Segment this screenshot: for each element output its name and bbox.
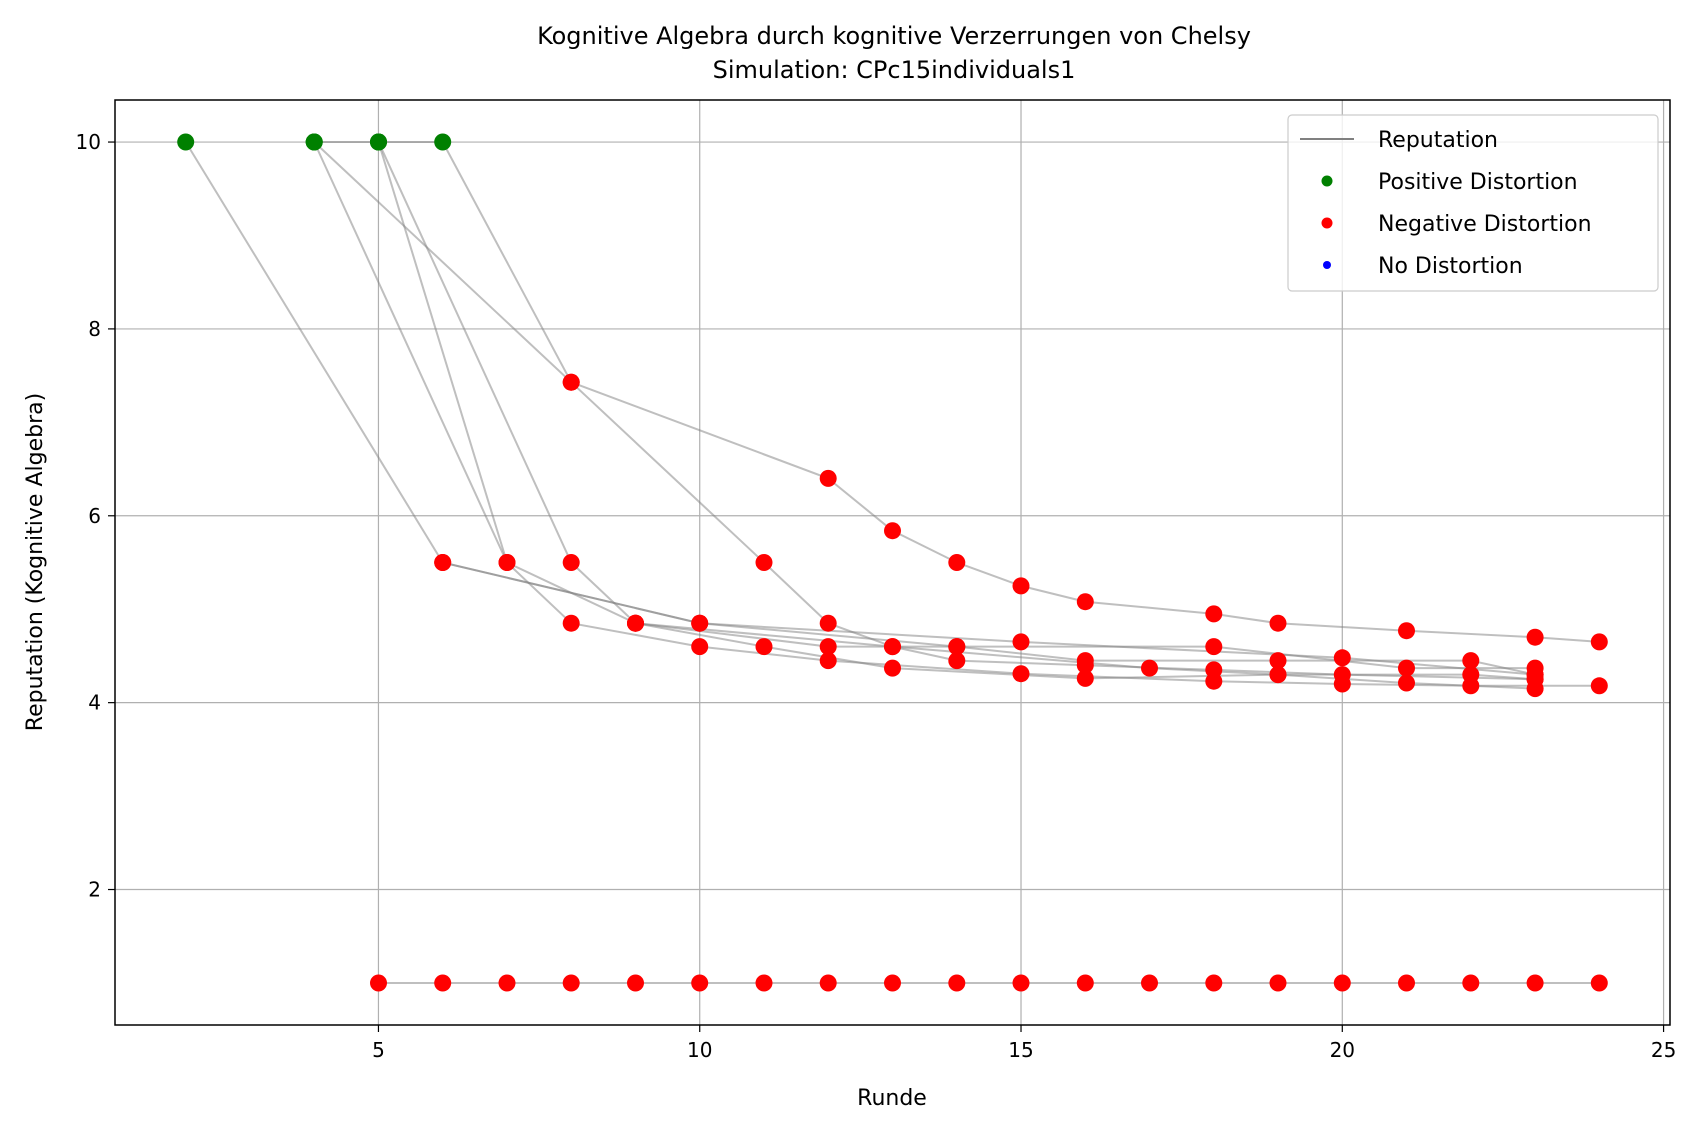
data-point — [1141, 974, 1158, 992]
data-point — [1205, 974, 1223, 992]
data-point — [1398, 622, 1415, 640]
data-point — [1526, 628, 1544, 646]
data-point — [1462, 974, 1480, 992]
x-axis-label: Runde — [857, 1086, 927, 1111]
chart-title: Kognitive Algebra durch kognitive Verzer… — [537, 22, 1251, 50]
data-point — [1012, 633, 1030, 651]
data-point — [948, 638, 966, 656]
y-tick-label: 10 — [76, 130, 101, 154]
data-point — [691, 614, 709, 632]
data-point — [1462, 652, 1480, 670]
data-point — [1141, 659, 1158, 677]
data-point — [1269, 974, 1287, 992]
series-line — [314, 141, 1600, 643]
data-point — [498, 974, 516, 992]
data-point — [1269, 614, 1287, 632]
x-tick-label: 15 — [1008, 1038, 1033, 1062]
legend-swatch-negative — [1321, 217, 1333, 229]
data-point — [498, 554, 516, 571]
data-point — [370, 974, 387, 992]
data-point — [370, 133, 387, 151]
data-point — [1076, 593, 1094, 611]
data-point — [1398, 974, 1415, 992]
data-point — [948, 974, 966, 992]
data-point — [627, 614, 644, 632]
data-point — [1590, 974, 1608, 992]
y-tick-label: 6 — [88, 504, 101, 528]
data-point — [562, 554, 580, 571]
data-point — [1012, 577, 1030, 595]
data-point — [948, 554, 966, 571]
data-points — [177, 133, 1608, 992]
x-tick-label: 5 — [372, 1038, 385, 1062]
legend: Reputation Positive Distortion Negative … — [1287, 114, 1659, 292]
legend-box — [1287, 114, 1659, 292]
data-point — [562, 614, 580, 632]
y-axis-label: Reputation (Kognitive Algebra) — [23, 393, 48, 731]
data-point — [1205, 638, 1223, 656]
data-point — [755, 974, 773, 992]
data-point — [1076, 669, 1094, 687]
x-tick-label: 25 — [1651, 1038, 1676, 1062]
legend-label-reputation: Reputation — [1378, 128, 1498, 153]
data-point — [562, 974, 580, 992]
legend-label-negative: Negative Distortion — [1378, 212, 1592, 237]
data-point — [1205, 672, 1223, 690]
x-tick-label: 10 — [687, 1038, 712, 1062]
data-point — [1333, 649, 1351, 667]
chart-subtitle: Simulation: CPc15individuals1 — [713, 56, 1076, 84]
y-tick-label: 2 — [88, 878, 101, 902]
x-tick-label: 20 — [1330, 1038, 1355, 1062]
data-point — [1012, 665, 1030, 683]
data-point — [1333, 675, 1351, 693]
data-point — [755, 638, 773, 656]
legend-label-none: No Distortion — [1378, 254, 1523, 279]
data-point — [1526, 974, 1544, 992]
legend-swatch-positive — [1321, 175, 1333, 187]
data-point — [948, 652, 966, 670]
data-point — [755, 554, 773, 571]
data-point — [1462, 666, 1480, 684]
data-point — [1590, 677, 1608, 695]
data-point — [1269, 652, 1287, 670]
data-point — [884, 522, 901, 540]
data-point — [884, 659, 901, 677]
data-point — [884, 638, 901, 656]
data-point — [1076, 652, 1094, 670]
data-point — [1526, 670, 1544, 688]
legend-label-positive: Positive Distortion — [1378, 170, 1578, 195]
data-point — [305, 133, 323, 151]
data-point — [884, 974, 901, 992]
data-point — [819, 652, 837, 670]
data-point — [1269, 666, 1287, 684]
data-point — [1205, 605, 1223, 623]
data-point — [691, 974, 709, 992]
data-point — [562, 373, 580, 391]
plot-frame — [114, 99, 1671, 1026]
data-point — [819, 614, 837, 632]
axis-ticks: 5 10 15 20 25 2 4 6 8 10 — [76, 130, 1677, 1062]
data-point — [691, 638, 709, 656]
data-point — [434, 554, 452, 571]
data-point — [1398, 659, 1415, 677]
data-point — [1012, 974, 1030, 992]
data-point — [1076, 974, 1094, 992]
data-point — [1398, 674, 1415, 692]
series-line — [442, 561, 1536, 670]
y-tick-label: 4 — [88, 691, 101, 715]
data-point — [434, 974, 452, 992]
data-point — [177, 133, 195, 151]
data-point — [434, 133, 452, 151]
data-point — [1590, 633, 1608, 651]
legend-swatch-none — [1323, 261, 1331, 269]
data-point — [819, 469, 837, 487]
data-point — [819, 638, 837, 656]
data-point — [1333, 974, 1351, 992]
data-point — [627, 974, 644, 992]
y-tick-label: 8 — [88, 317, 101, 341]
data-point — [819, 974, 837, 992]
